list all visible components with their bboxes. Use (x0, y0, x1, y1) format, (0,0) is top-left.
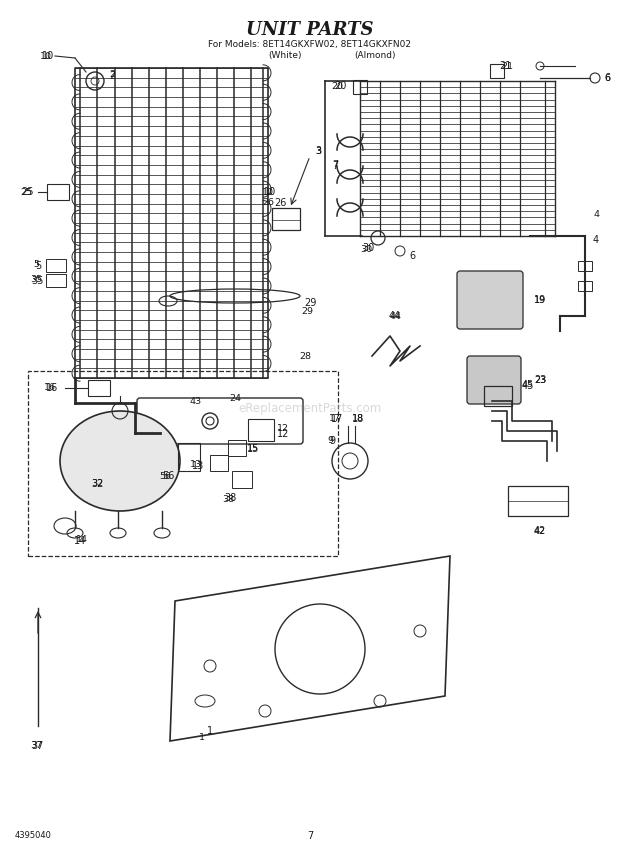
Text: 43: 43 (190, 396, 202, 406)
Text: 29: 29 (304, 298, 316, 308)
Text: 7: 7 (307, 831, 313, 841)
Text: 16: 16 (44, 383, 56, 391)
Text: 9: 9 (329, 436, 335, 446)
Text: 7: 7 (332, 161, 338, 171)
Text: 42: 42 (534, 526, 546, 536)
Text: 24: 24 (229, 394, 241, 402)
Text: 35: 35 (30, 275, 42, 283)
Bar (353, 80, 367, 94)
Text: 20: 20 (331, 81, 343, 91)
Text: 16: 16 (46, 383, 58, 393)
Text: 21: 21 (501, 62, 513, 70)
Bar (232, 471, 252, 488)
Text: 4395040: 4395040 (15, 831, 52, 841)
Text: 18: 18 (352, 414, 364, 424)
Bar (508, 486, 568, 516)
Text: For Models: 8ET14GKXFW02, 8ET14GKXFN02: For Models: 8ET14GKXFW02, 8ET14GKXFN02 (208, 39, 412, 49)
Text: 56: 56 (162, 471, 174, 481)
Text: 5: 5 (35, 261, 41, 271)
Text: 32: 32 (91, 479, 103, 489)
Text: 6: 6 (409, 251, 415, 261)
Text: 7: 7 (332, 159, 338, 169)
Text: 30: 30 (362, 243, 374, 253)
Text: 10: 10 (264, 187, 276, 197)
FancyBboxPatch shape (467, 356, 521, 404)
Bar (88, 380, 110, 396)
Text: 17: 17 (331, 414, 343, 424)
Text: 13: 13 (192, 461, 204, 471)
Text: 56: 56 (159, 472, 171, 480)
Text: 28: 28 (299, 352, 311, 360)
Text: 26: 26 (274, 198, 286, 208)
Text: 5: 5 (33, 259, 39, 269)
Text: 26: 26 (262, 198, 274, 206)
FancyBboxPatch shape (457, 271, 523, 329)
Text: UNIT PARTS: UNIT PARTS (246, 21, 374, 39)
Text: 3: 3 (315, 146, 321, 156)
Text: (White): (White) (268, 51, 302, 60)
Bar (46, 259, 66, 272)
Text: 6: 6 (604, 74, 610, 82)
Bar (178, 443, 200, 471)
Text: 15: 15 (247, 444, 259, 454)
Text: 4: 4 (593, 235, 599, 245)
Text: 38: 38 (224, 493, 236, 503)
Text: 2: 2 (109, 71, 115, 81)
Text: 13: 13 (190, 460, 202, 468)
Text: 9: 9 (327, 436, 333, 444)
Text: 30: 30 (360, 245, 372, 253)
Text: 10: 10 (262, 187, 274, 197)
Text: 37: 37 (30, 741, 42, 751)
Text: 38: 38 (222, 495, 234, 503)
Text: 42: 42 (534, 526, 546, 536)
Text: 6: 6 (604, 73, 610, 83)
Text: 29: 29 (301, 306, 313, 316)
Text: 44: 44 (389, 312, 401, 320)
Bar (210, 455, 228, 471)
Text: 1: 1 (199, 734, 205, 742)
Bar (272, 208, 300, 230)
Text: 32: 32 (91, 479, 103, 488)
Bar (578, 281, 592, 291)
Text: 37: 37 (32, 741, 44, 751)
Text: 25: 25 (20, 187, 32, 197)
Text: 10: 10 (42, 51, 54, 61)
Text: 15: 15 (247, 443, 259, 453)
Text: 12: 12 (277, 424, 289, 432)
Text: 12: 12 (277, 429, 289, 439)
Text: 3: 3 (315, 146, 321, 156)
Text: 35: 35 (32, 276, 44, 286)
Bar (248, 419, 274, 441)
Text: 18: 18 (352, 413, 364, 423)
Text: 19: 19 (534, 295, 546, 305)
Bar (28, 371, 338, 556)
Bar (228, 440, 246, 456)
Bar (490, 64, 504, 78)
Text: 2: 2 (109, 69, 115, 79)
Text: 14: 14 (76, 536, 88, 544)
Text: 45: 45 (522, 379, 534, 389)
Text: 4: 4 (593, 210, 599, 218)
Text: 14: 14 (74, 536, 86, 546)
Bar (46, 274, 66, 287)
Text: 25: 25 (22, 187, 34, 197)
Text: 10: 10 (40, 51, 52, 61)
Bar (484, 386, 512, 406)
Bar (47, 184, 69, 200)
Text: 23: 23 (534, 375, 546, 385)
Text: 19: 19 (534, 295, 546, 305)
Text: 44: 44 (389, 311, 401, 321)
Text: 17: 17 (329, 413, 341, 423)
Text: 20: 20 (334, 81, 346, 91)
Text: 23: 23 (534, 376, 546, 384)
Text: 45: 45 (522, 381, 534, 391)
Ellipse shape (60, 411, 180, 511)
Text: 1: 1 (207, 726, 213, 736)
Text: 21: 21 (499, 61, 511, 71)
Bar (578, 261, 592, 271)
Text: (Almond): (Almond) (354, 51, 396, 60)
Text: eReplacementParts.com: eReplacementParts.com (238, 401, 382, 414)
